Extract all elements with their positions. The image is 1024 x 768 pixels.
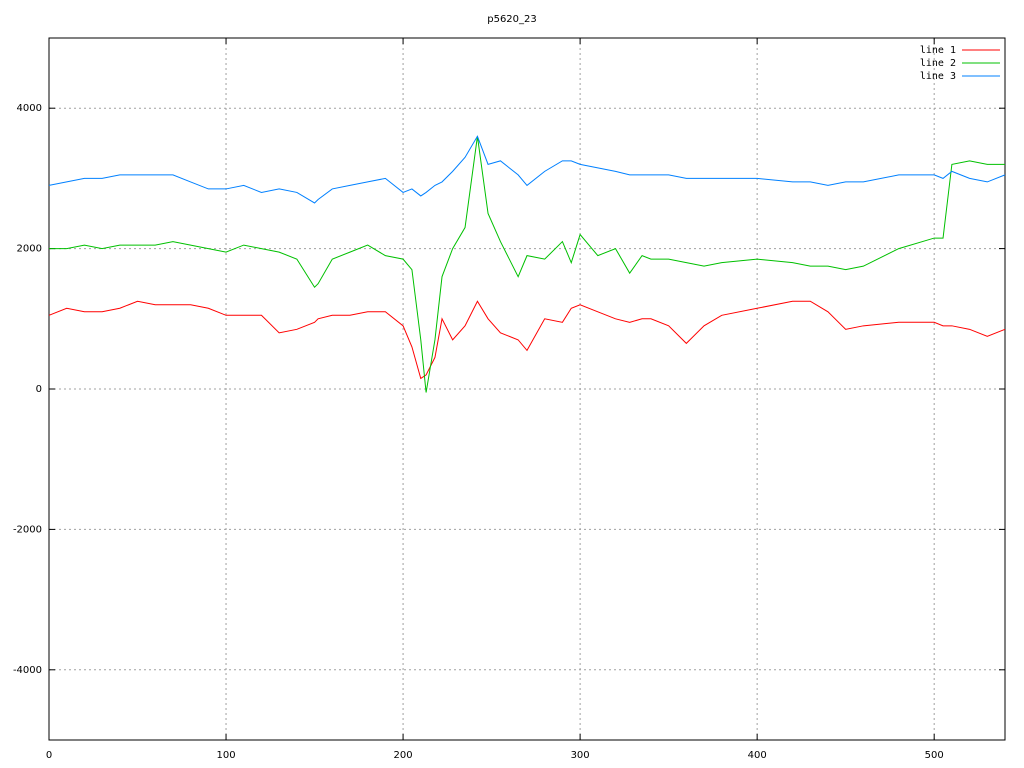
series-line	[48, 135, 1006, 204]
y-tick-label: -4000	[13, 665, 42, 676]
legend-label: line 2	[920, 58, 956, 69]
plot-border	[48, 37, 1006, 741]
legend-label: line 1	[920, 45, 956, 56]
chart-title: p5620_23	[487, 14, 537, 25]
y-tick-label: 4000	[17, 103, 42, 114]
x-tick-label: 100	[216, 750, 235, 761]
x-tick-label: 0	[46, 750, 52, 761]
x-tick-label: 400	[748, 750, 767, 761]
y-tick-label: -2000	[13, 524, 42, 535]
legend-label: line 3	[920, 71, 956, 82]
x-tick-label: 500	[925, 750, 944, 761]
y-tick-label: 2000	[17, 244, 42, 255]
series-line	[48, 300, 1006, 380]
series-line	[49, 136, 1005, 393]
y-tick-label: 0	[36, 384, 42, 395]
x-tick-label: 200	[394, 750, 413, 761]
x-tick-label: 300	[571, 750, 590, 761]
